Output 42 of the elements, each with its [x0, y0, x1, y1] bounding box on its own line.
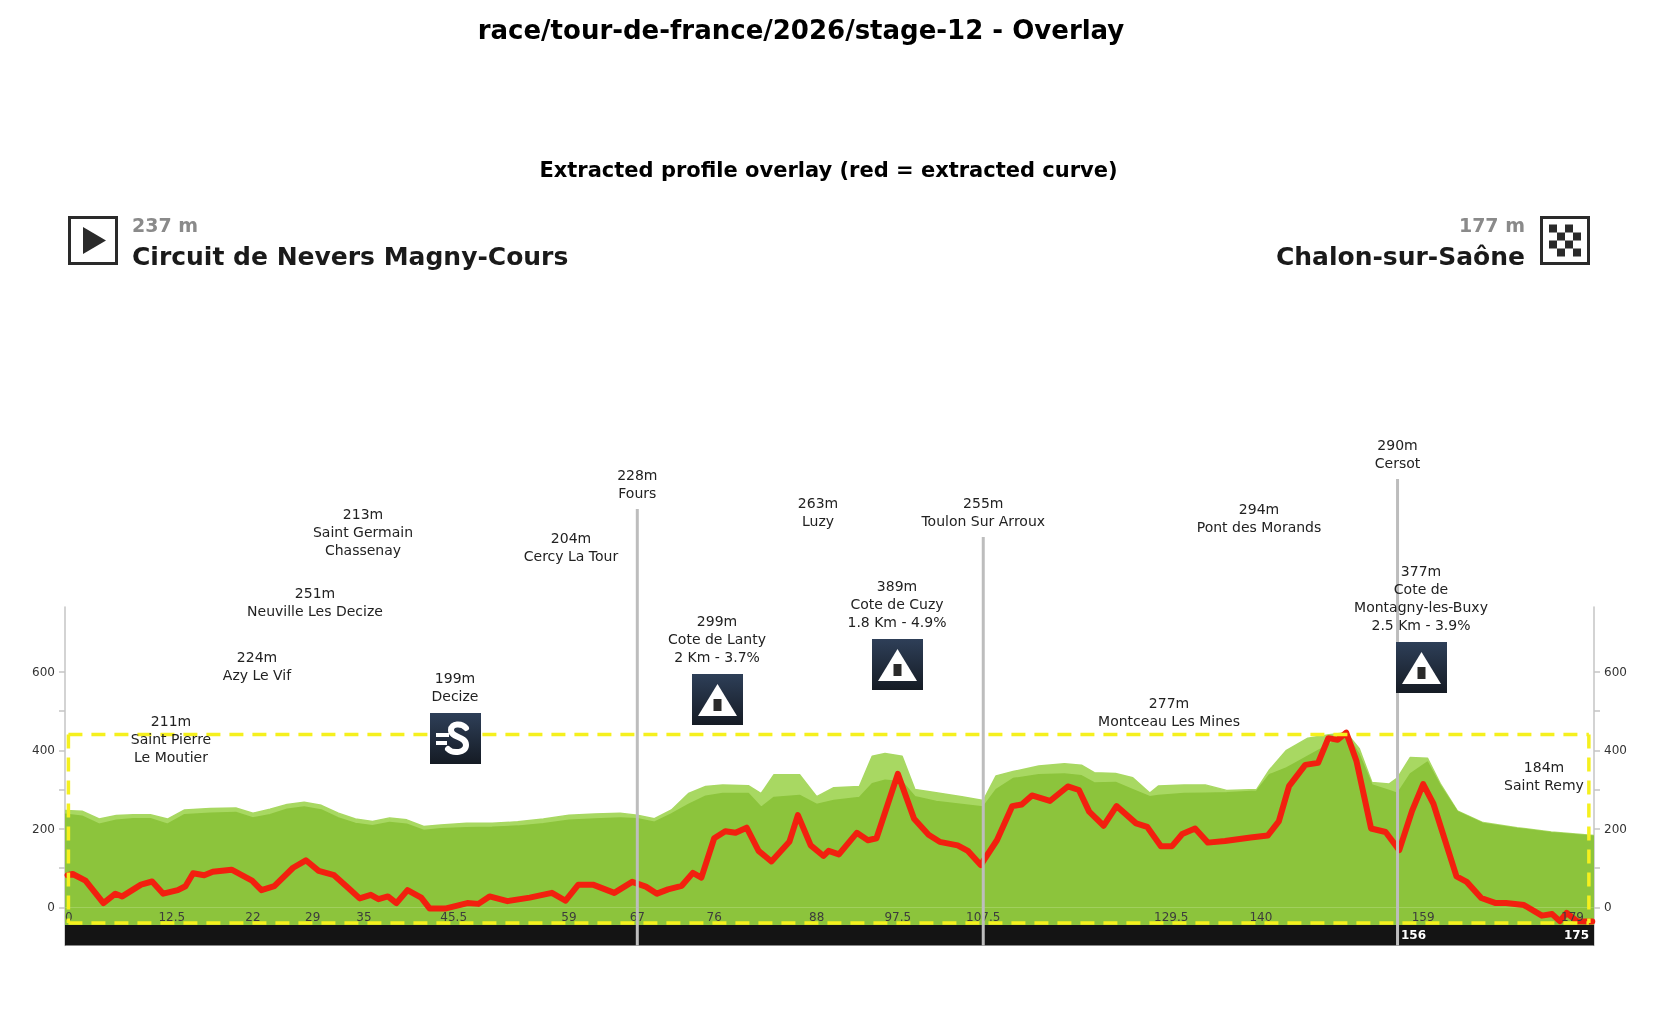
y2-tick-label: 200 [1604, 821, 1627, 836]
annotation: 299m Cote de Lanty 2 Km - 3.7% [668, 613, 766, 665]
annotation: 377m Cote de Montagny-les-Buxy 2.5 Km - 3.9% [1354, 563, 1488, 633]
chart-title: race/tour-de-france/2026/stage-12 - Overlay [477, 15, 1125, 45]
text: 237 m [132, 214, 199, 236]
ref-line-label: 228m Fours [617, 467, 658, 501]
y-tick-label: 400 [32, 743, 55, 758]
x-tick-label: 129.5 [1154, 909, 1189, 924]
annotation: 389m Cote de Cuzy 1.8 Km - 4.9% [847, 578, 947, 630]
x-tick-label: 29 [305, 909, 321, 924]
x-tick-label: 76 [706, 909, 722, 924]
annotation: 156 [1401, 928, 1427, 942]
text: 177 m [1458, 214, 1525, 236]
x-tick-label: 88 [809, 909, 825, 924]
y2-tick-label: 400 [1604, 743, 1627, 758]
text: Chalon-sur-Saône [1275, 241, 1525, 271]
chart-subtitle: Extracted profile overlay (red = extracted curve) [539, 157, 1118, 182]
text: 204m Cercy La Tour [523, 530, 619, 564]
annotation: 251m Neuville Les Decize [247, 585, 383, 619]
annotation: 175 [1564, 928, 1590, 942]
annotation: 224m Azy Le Vif [222, 649, 293, 683]
x-tick-label: 22 [245, 909, 261, 924]
y2-tick-label: 600 [1604, 664, 1627, 679]
y-tick-label: 200 [32, 821, 55, 836]
x-tick-label: 45.5 [440, 909, 468, 924]
annotation: 184m Saint Remy [1504, 759, 1584, 793]
x-tick-label: 12.5 [158, 909, 186, 924]
annotation: 211m Saint Pierre Le Moutier [130, 713, 212, 765]
text: 294m Pont des Morands [1196, 501, 1322, 535]
text: Circuit de Nevers Magny-Cours [132, 241, 569, 271]
text: 213m Saint Germain Chassenay [312, 506, 414, 558]
x-tick-label: 59 [561, 909, 577, 924]
ref-line-label: 290m Cersot [1374, 437, 1421, 471]
x-tick-label: 97.5 [884, 909, 912, 924]
x-tick-label: 35 [356, 909, 372, 924]
x-tick-label: 159 [1411, 909, 1435, 924]
ref-line-label: 255m Toulon Sur Arroux [920, 495, 1046, 529]
x-tick-label: 140 [1249, 909, 1273, 924]
annotation: 199m Decize [431, 670, 479, 704]
y-tick-label: 600 [32, 664, 55, 679]
text: 263m Luzy [797, 495, 839, 529]
annotation: 277m Montceau Les Mines [1098, 695, 1240, 729]
